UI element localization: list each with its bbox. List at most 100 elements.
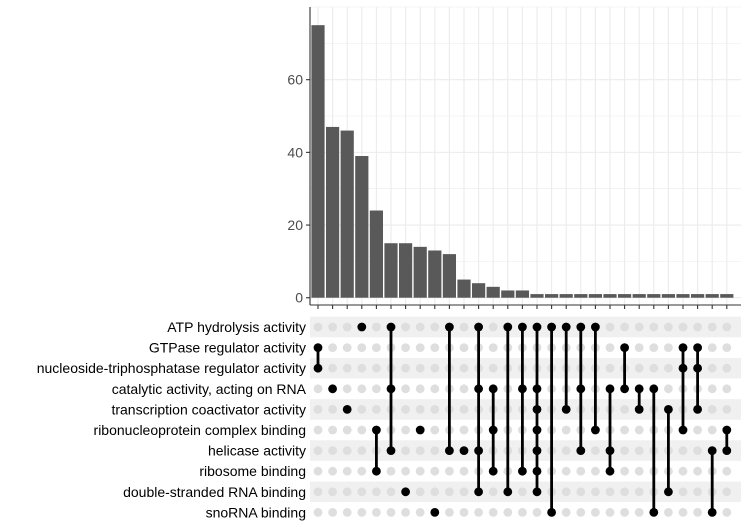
matrix-dot-filled <box>547 508 556 517</box>
matrix-dot-filled <box>693 343 702 352</box>
matrix-dot-empty <box>649 322 659 332</box>
matrix-dot-empty <box>328 322 337 332</box>
matrix-dot-filled <box>518 384 527 394</box>
matrix-dot-empty <box>664 363 673 373</box>
matrix-dot-empty <box>415 343 425 352</box>
matrix-dot-empty <box>620 466 629 476</box>
matrix-dot-empty <box>722 343 732 352</box>
matrix-dot-empty <box>576 466 586 476</box>
matrix-dot-empty <box>576 508 586 517</box>
matrix-dot-filled <box>474 446 483 455</box>
matrix-dot-filled <box>707 446 717 455</box>
matrix-dot-empty <box>503 508 513 517</box>
intersection-bar <box>384 243 398 298</box>
matrix-dot-empty <box>313 425 323 435</box>
matrix-dot-empty <box>415 487 425 497</box>
matrix-dot-empty <box>634 508 644 517</box>
matrix-dot-empty <box>518 487 527 497</box>
matrix-dot-filled <box>488 384 498 394</box>
matrix-dot-empty <box>342 466 352 476</box>
matrix-dot-empty <box>386 466 396 476</box>
matrix-dot-filled <box>693 405 702 414</box>
matrix-dot-empty <box>459 322 469 332</box>
matrix-dot-filled <box>532 466 542 476</box>
set-label: nucleoside-triphosphatase regulator acti… <box>37 360 306 376</box>
matrix-dot-filled <box>474 384 483 394</box>
matrix-dot-empty <box>591 466 600 476</box>
matrix-dot-filled <box>415 425 425 435</box>
matrix-dot-empty <box>430 466 440 476</box>
matrix-dot-filled <box>532 425 542 435</box>
matrix-dot-empty <box>401 322 410 332</box>
intersection-bar <box>691 294 705 298</box>
intersection-bar <box>311 25 325 298</box>
matrix-dot-empty <box>459 487 469 497</box>
matrix-dot-empty <box>459 343 469 352</box>
matrix-dot-empty <box>488 363 498 373</box>
matrix-dot-filled <box>576 384 586 394</box>
intersection-bar <box>501 290 515 298</box>
matrix-dot-empty <box>722 466 732 476</box>
matrix-dot-empty <box>532 508 542 517</box>
matrix-dot-empty <box>488 487 498 497</box>
matrix-dot-empty <box>372 363 381 373</box>
matrix-dot-filled <box>518 322 527 332</box>
matrix-dot-filled <box>386 384 396 394</box>
matrix-dot-empty <box>415 322 425 332</box>
intersection-bar <box>355 156 369 298</box>
matrix-dot-empty <box>357 446 367 455</box>
matrix-dot-empty <box>488 343 498 352</box>
y-tick-label: 40 <box>287 144 303 160</box>
matrix-dot-empty <box>722 487 732 497</box>
matrix-dot-empty <box>561 487 571 497</box>
matrix-dot-filled <box>328 384 337 394</box>
matrix-dot-empty <box>707 425 717 435</box>
matrix-dot-filled <box>693 363 702 373</box>
matrix-dot-empty <box>342 487 352 497</box>
matrix-dot-empty <box>459 363 469 373</box>
intersection-bar <box>720 294 734 298</box>
matrix-dot-empty <box>313 466 323 476</box>
intersection-bar <box>705 294 719 298</box>
matrix-dot-empty <box>342 343 352 352</box>
matrix-dot-empty <box>342 384 352 394</box>
matrix-dot-empty <box>634 466 644 476</box>
matrix-dot-filled <box>372 425 381 435</box>
matrix-dot-empty <box>445 508 454 517</box>
matrix-dot-filled <box>576 322 586 332</box>
matrix-dot-filled <box>445 322 454 332</box>
matrix-dot-empty <box>386 487 396 497</box>
matrix-dot-empty <box>605 487 615 497</box>
matrix-dot-empty <box>707 384 717 394</box>
matrix-dot-empty <box>693 425 702 435</box>
matrix-dot-empty <box>707 405 717 414</box>
matrix-dot-empty <box>372 384 381 394</box>
matrix-dot-empty <box>430 343 440 352</box>
matrix-dot-empty <box>634 322 644 332</box>
matrix-dot-empty <box>313 384 323 394</box>
intersection-bar <box>545 294 559 298</box>
matrix-dot-empty <box>372 487 381 497</box>
intersection-bar <box>588 294 602 298</box>
matrix-dot-empty <box>664 343 673 352</box>
matrix-dot-empty <box>357 363 367 373</box>
matrix-dot-filled <box>634 384 644 394</box>
matrix-dot-filled <box>474 322 483 332</box>
matrix-dot-filled <box>707 508 717 517</box>
matrix-dot-empty <box>459 425 469 435</box>
matrix-dot-filled <box>532 487 542 497</box>
matrix-dot-empty <box>430 487 440 497</box>
matrix-dot-filled <box>722 446 732 455</box>
set-labels: ATP hydrolysis activity GTPase regulator … <box>37 319 307 520</box>
matrix-dot-empty <box>415 384 425 394</box>
matrix-dot-filled <box>445 446 454 455</box>
matrix-dot-filled <box>620 384 629 394</box>
intersection-bar <box>413 246 427 298</box>
matrix-dot-filled <box>678 363 688 373</box>
matrix-dot-empty <box>634 363 644 373</box>
matrix-dot-empty <box>707 322 717 332</box>
matrix-dot-empty <box>459 405 469 414</box>
matrix-dot-empty <box>342 425 352 435</box>
matrix-dot-empty <box>313 508 323 517</box>
matrix-dot-filled <box>488 466 498 476</box>
